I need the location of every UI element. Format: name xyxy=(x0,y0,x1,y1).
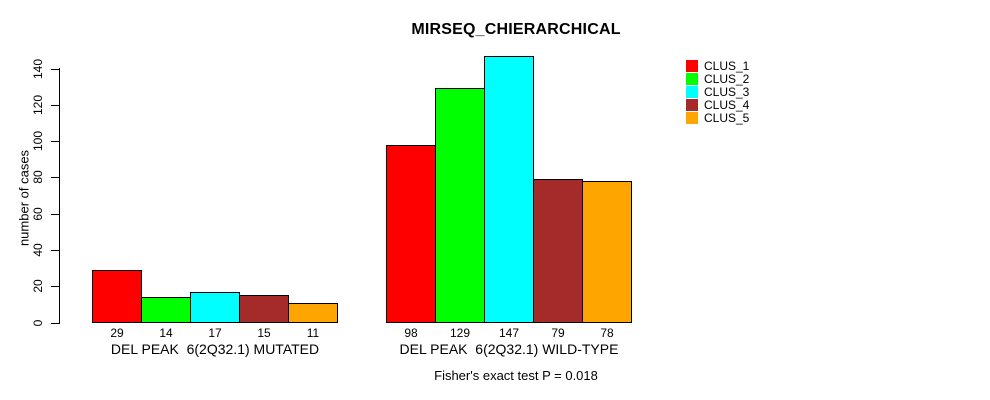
bar-clus_3 xyxy=(484,56,534,323)
chart-title: MIRSEQ_CHIERARCHICAL xyxy=(411,21,621,38)
y-axis-tick xyxy=(51,214,60,215)
y-axis-tick xyxy=(51,286,60,287)
bar-clus_5 xyxy=(288,303,338,323)
bar-clus_1 xyxy=(386,145,436,323)
bar-clus_3 xyxy=(190,292,240,323)
bar-value-label: 29 xyxy=(110,326,124,340)
y-axis-tick xyxy=(51,250,60,251)
bar-value-label: 147 xyxy=(498,326,520,340)
legend-item: CLUS_2 xyxy=(686,71,750,86)
bar-value-label: 11 xyxy=(306,326,320,340)
legend-item-label: CLUS_4 xyxy=(704,97,750,112)
legend-item: CLUS_4 xyxy=(686,97,750,112)
group-label: DEL PEAK 6(2Q32.1) MUTATED xyxy=(110,341,320,357)
y-axis-tick xyxy=(51,105,60,106)
y-axis-tick-label-text: 60 xyxy=(31,207,45,221)
bar-clus_4 xyxy=(533,179,583,323)
legend-color-swatch xyxy=(686,85,698,98)
y-axis-tick-label-text: 140 xyxy=(31,58,45,80)
bar-clus_1 xyxy=(92,270,142,323)
legend-color-swatch xyxy=(686,72,698,85)
legend-item: CLUS_3 xyxy=(686,84,750,99)
bar-clus_2 xyxy=(141,297,191,323)
fisher-test-annotation: Fisher's exact test P = 0.018 xyxy=(434,368,598,383)
y-axis-tick-label-text: 40 xyxy=(31,243,45,257)
bar-value-label: 78 xyxy=(600,326,614,340)
legend-item-label: CLUS_5 xyxy=(704,110,750,125)
legend-color-swatch xyxy=(686,59,698,72)
bar-clus_5 xyxy=(582,181,632,323)
bar-value-label: 79 xyxy=(551,326,565,340)
legend: CLUS_1 CLUS_2 CLUS_3 CLUS_4 CLUS_5 xyxy=(686,58,750,125)
y-axis-line xyxy=(59,68,60,324)
y-axis-tick-label-text: 80 xyxy=(31,170,45,184)
legend-color-swatch xyxy=(686,111,698,124)
legend-item: CLUS_1 xyxy=(686,58,750,73)
y-axis-tick xyxy=(51,69,60,70)
legend-item-label: CLUS_2 xyxy=(704,71,750,86)
bar-value-label: 98 xyxy=(404,326,418,340)
y-axis-tick xyxy=(51,323,60,324)
y-axis-tick xyxy=(51,141,60,142)
y-axis-title-text: number of cases xyxy=(16,149,32,247)
bar-value-label: 15 xyxy=(257,326,271,340)
bar-value-label: 129 xyxy=(449,326,471,340)
legend-item-label: CLUS_1 xyxy=(704,58,750,73)
bar-clus_4 xyxy=(239,295,289,323)
group-label: DEL PEAK 6(2Q32.1) WILD-TYPE xyxy=(399,341,619,357)
legend-item-label: CLUS_3 xyxy=(704,84,750,99)
y-axis-tick-label-text: 20 xyxy=(31,279,45,293)
bar-clus_2 xyxy=(435,88,485,323)
y-axis-tick-label-text: 100 xyxy=(31,130,45,152)
y-axis-tick-label-text: 0 xyxy=(31,319,45,327)
legend-color-swatch xyxy=(686,98,698,111)
bar-value-label: 17 xyxy=(208,326,222,340)
bar-value-label: 14 xyxy=(159,326,173,340)
y-axis-tick xyxy=(51,177,60,178)
legend-item: CLUS_5 xyxy=(686,110,750,125)
y-axis-tick-label-text: 120 xyxy=(31,94,45,116)
